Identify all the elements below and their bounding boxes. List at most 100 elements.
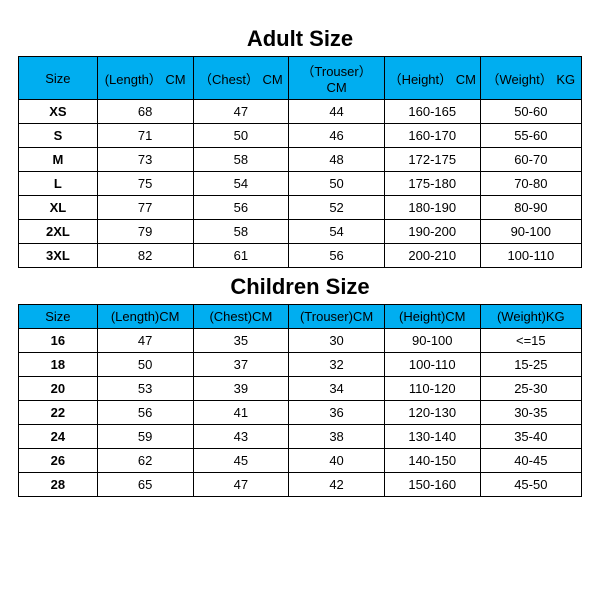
cell-chest: 37 <box>193 353 289 377</box>
cell-trouser: 46 <box>289 124 385 148</box>
children-size-title: Children Size <box>18 274 582 300</box>
cell-size: 22 <box>19 401 98 425</box>
cell-trouser: 50 <box>289 172 385 196</box>
cell-length: 77 <box>97 196 193 220</box>
cell-height: 130-140 <box>384 425 480 449</box>
table-row: 22 56 41 36 120-130 30-35 <box>19 401 582 425</box>
cell-weight: 45-50 <box>480 473 581 497</box>
cell-length: 65 <box>97 473 193 497</box>
cell-length: 71 <box>97 124 193 148</box>
table-row: 18 50 37 32 100-110 15-25 <box>19 353 582 377</box>
children-col-height: (Height)CM <box>384 305 480 329</box>
adult-col-weight: （Weight） KG <box>480 57 581 100</box>
cell-weight: 15-25 <box>480 353 581 377</box>
cell-weight: 35-40 <box>480 425 581 449</box>
cell-trouser: 48 <box>289 148 385 172</box>
cell-weight: 30-35 <box>480 401 581 425</box>
cell-length: 73 <box>97 148 193 172</box>
adult-col-height: （Height） CM <box>384 57 480 100</box>
cell-height: 190-200 <box>384 220 480 244</box>
children-col-chest: (Chest)CM <box>193 305 289 329</box>
cell-trouser: 34 <box>289 377 385 401</box>
cell-length: 75 <box>97 172 193 196</box>
adult-size-table: Size (Length） CM （Chest） CM （Trouser） CM… <box>18 56 582 268</box>
cell-weight: 70-80 <box>480 172 581 196</box>
cell-size: L <box>19 172 98 196</box>
cell-length: 62 <box>97 449 193 473</box>
cell-weight: 60-70 <box>480 148 581 172</box>
cell-length: 68 <box>97 100 193 124</box>
cell-trouser: 44 <box>289 100 385 124</box>
cell-trouser: 54 <box>289 220 385 244</box>
cell-size: 3XL <box>19 244 98 268</box>
cell-chest: 47 <box>193 473 289 497</box>
cell-size: 28 <box>19 473 98 497</box>
adult-col-chest: （Chest） CM <box>193 57 289 100</box>
cell-length: 50 <box>97 353 193 377</box>
cell-weight: 55-60 <box>480 124 581 148</box>
adult-col-trouser: （Trouser） CM <box>289 57 385 100</box>
cell-chest: 58 <box>193 220 289 244</box>
cell-trouser: 38 <box>289 425 385 449</box>
cell-size: XL <box>19 196 98 220</box>
cell-trouser: 40 <box>289 449 385 473</box>
cell-size: M <box>19 148 98 172</box>
children-header-row: Size (Length)CM (Chest)CM (Trouser)CM (H… <box>19 305 582 329</box>
children-col-trouser: (Trouser)CM <box>289 305 385 329</box>
cell-size: S <box>19 124 98 148</box>
cell-height: 180-190 <box>384 196 480 220</box>
cell-chest: 54 <box>193 172 289 196</box>
cell-size: 16 <box>19 329 98 353</box>
cell-weight: 50-60 <box>480 100 581 124</box>
cell-chest: 47 <box>193 100 289 124</box>
cell-weight: <=15 <box>480 329 581 353</box>
cell-height: 160-170 <box>384 124 480 148</box>
cell-chest: 45 <box>193 449 289 473</box>
cell-weight: 40-45 <box>480 449 581 473</box>
cell-size: 2XL <box>19 220 98 244</box>
children-col-length: (Length)CM <box>97 305 193 329</box>
cell-size: 24 <box>19 425 98 449</box>
cell-height: 140-150 <box>384 449 480 473</box>
cell-size: 26 <box>19 449 98 473</box>
cell-height: 200-210 <box>384 244 480 268</box>
cell-chest: 43 <box>193 425 289 449</box>
cell-chest: 35 <box>193 329 289 353</box>
table-row: XL 77 56 52 180-190 80-90 <box>19 196 582 220</box>
cell-chest: 58 <box>193 148 289 172</box>
cell-trouser: 52 <box>289 196 385 220</box>
cell-height: 160-165 <box>384 100 480 124</box>
cell-length: 53 <box>97 377 193 401</box>
table-row: 3XL 82 61 56 200-210 100-110 <box>19 244 582 268</box>
cell-size: XS <box>19 100 98 124</box>
cell-trouser: 36 <box>289 401 385 425</box>
cell-height: 90-100 <box>384 329 480 353</box>
cell-weight: 100-110 <box>480 244 581 268</box>
table-row: S 71 50 46 160-170 55-60 <box>19 124 582 148</box>
table-row: 26 62 45 40 140-150 40-45 <box>19 449 582 473</box>
adult-size-title: Adult Size <box>18 26 582 52</box>
cell-trouser: 32 <box>289 353 385 377</box>
cell-chest: 39 <box>193 377 289 401</box>
table-row: 28 65 47 42 150-160 45-50 <box>19 473 582 497</box>
cell-trouser: 30 <box>289 329 385 353</box>
size-chart-container: Adult Size Size (Length） CM （Chest） CM （… <box>0 0 600 515</box>
cell-height: 110-120 <box>384 377 480 401</box>
table-row: 16 47 35 30 90-100 <=15 <box>19 329 582 353</box>
table-row: 24 59 43 38 130-140 35-40 <box>19 425 582 449</box>
adult-col-size: Size <box>19 57 98 100</box>
children-col-size: Size <box>19 305 98 329</box>
table-row: L 75 54 50 175-180 70-80 <box>19 172 582 196</box>
adult-header-row: Size (Length） CM （Chest） CM （Trouser） CM… <box>19 57 582 100</box>
cell-trouser: 56 <box>289 244 385 268</box>
cell-height: 172-175 <box>384 148 480 172</box>
adult-col-length: (Length） CM <box>97 57 193 100</box>
cell-length: 47 <box>97 329 193 353</box>
cell-size: 20 <box>19 377 98 401</box>
table-row: M 73 58 48 172-175 60-70 <box>19 148 582 172</box>
cell-weight: 90-100 <box>480 220 581 244</box>
cell-length: 59 <box>97 425 193 449</box>
cell-weight: 80-90 <box>480 196 581 220</box>
table-row: 20 53 39 34 110-120 25-30 <box>19 377 582 401</box>
cell-chest: 61 <box>193 244 289 268</box>
